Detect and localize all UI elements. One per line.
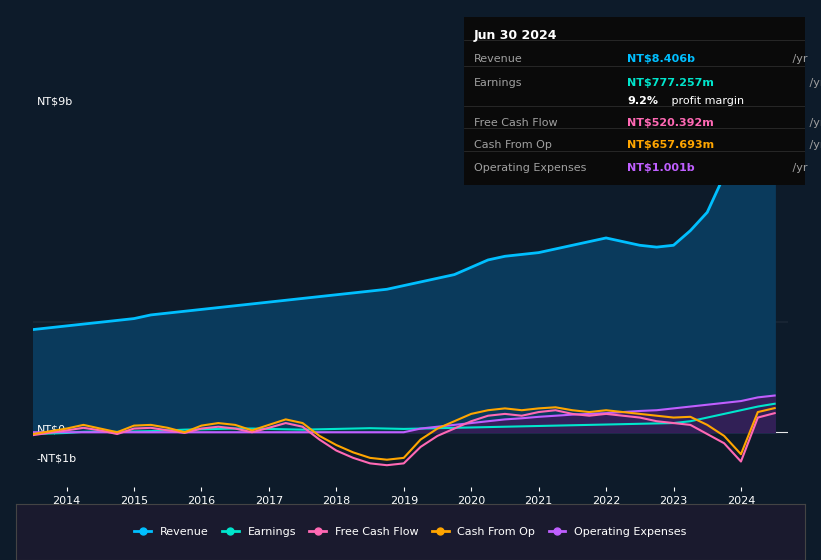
- Text: NT$8.406b: NT$8.406b: [627, 54, 695, 64]
- Text: NT$9b: NT$9b: [37, 96, 73, 106]
- Text: /yr: /yr: [789, 163, 808, 173]
- Text: NT$0: NT$0: [37, 425, 66, 435]
- Text: Cash From Op: Cash From Op: [474, 141, 552, 150]
- Legend: Revenue, Earnings, Free Cash Flow, Cash From Op, Operating Expenses: Revenue, Earnings, Free Cash Flow, Cash …: [130, 522, 691, 542]
- Text: Revenue: Revenue: [474, 54, 523, 64]
- Text: -NT$1b: -NT$1b: [37, 453, 76, 463]
- Text: /yr: /yr: [806, 118, 821, 128]
- Text: NT$657.693m: NT$657.693m: [627, 141, 714, 150]
- Text: Earnings: Earnings: [474, 78, 523, 88]
- Text: Free Cash Flow: Free Cash Flow: [474, 118, 557, 128]
- Text: NT$520.392m: NT$520.392m: [627, 118, 714, 128]
- Text: Jun 30 2024: Jun 30 2024: [474, 29, 557, 41]
- Text: 9.2%: 9.2%: [627, 96, 658, 106]
- Text: profit margin: profit margin: [668, 96, 745, 106]
- Text: NT$777.257m: NT$777.257m: [627, 78, 714, 88]
- Text: /yr: /yr: [789, 54, 808, 64]
- Text: Operating Expenses: Operating Expenses: [474, 163, 586, 173]
- Text: NT$1.001b: NT$1.001b: [627, 163, 695, 173]
- Text: /yr: /yr: [806, 78, 821, 88]
- Text: /yr: /yr: [806, 141, 821, 150]
